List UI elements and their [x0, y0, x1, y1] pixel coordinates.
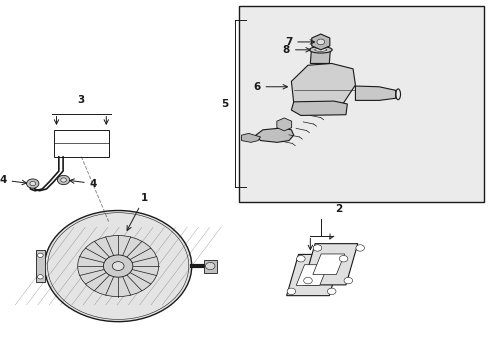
- Text: 4: 4: [0, 175, 26, 185]
- Bar: [203, 260, 216, 273]
- Circle shape: [344, 277, 352, 284]
- Circle shape: [61, 178, 66, 182]
- Circle shape: [30, 181, 36, 186]
- Circle shape: [78, 235, 158, 297]
- Ellipse shape: [309, 46, 331, 53]
- Circle shape: [112, 262, 124, 270]
- Text: 6: 6: [253, 82, 287, 92]
- Text: 8: 8: [282, 45, 310, 55]
- Circle shape: [38, 275, 43, 279]
- Circle shape: [103, 255, 133, 277]
- Circle shape: [38, 253, 43, 257]
- Polygon shape: [291, 63, 355, 108]
- Polygon shape: [303, 244, 357, 285]
- Polygon shape: [355, 86, 395, 100]
- Text: 1: 1: [127, 193, 147, 230]
- Circle shape: [296, 256, 305, 262]
- Text: 7: 7: [285, 37, 314, 47]
- Polygon shape: [310, 51, 329, 63]
- Circle shape: [327, 288, 335, 294]
- Circle shape: [339, 256, 347, 262]
- Text: 3: 3: [78, 95, 85, 105]
- Circle shape: [316, 39, 324, 45]
- Circle shape: [312, 245, 321, 251]
- Circle shape: [303, 277, 312, 284]
- Bar: [54, 130, 108, 157]
- Bar: [239, 6, 483, 202]
- Polygon shape: [296, 265, 327, 285]
- Ellipse shape: [314, 48, 326, 51]
- Text: 2: 2: [334, 204, 342, 214]
- Polygon shape: [286, 255, 341, 296]
- Circle shape: [44, 211, 191, 321]
- Polygon shape: [241, 134, 260, 142]
- Circle shape: [355, 245, 364, 251]
- Circle shape: [26, 179, 39, 188]
- Circle shape: [57, 175, 70, 185]
- Polygon shape: [291, 101, 346, 116]
- Text: 4: 4: [70, 179, 97, 189]
- Polygon shape: [255, 128, 293, 142]
- Circle shape: [205, 262, 215, 270]
- Circle shape: [286, 288, 295, 294]
- Text: 5: 5: [221, 99, 228, 109]
- Bar: [36, 250, 44, 282]
- Polygon shape: [312, 254, 344, 275]
